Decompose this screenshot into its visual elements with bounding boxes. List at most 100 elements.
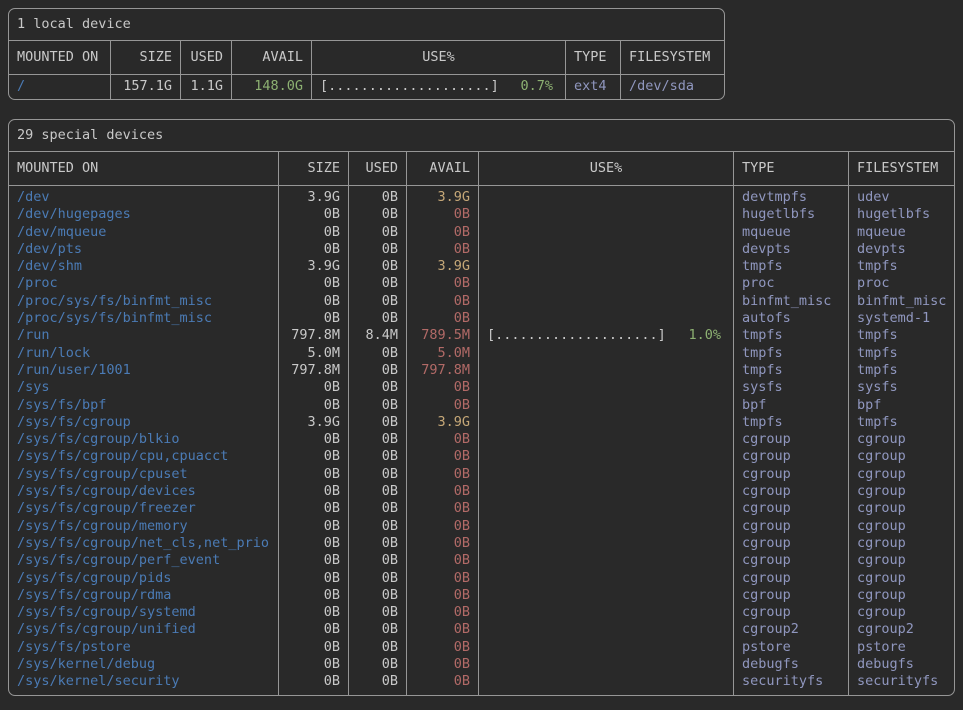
cell-type: cgroup	[733, 431, 848, 449]
cell-avail: 3.9G	[406, 413, 478, 432]
cell-mounted: /sys/fs/cgroup/pids	[17, 569, 172, 586]
cell-used: 0B	[348, 448, 406, 466]
cell-mounted: /sys/fs/cgroup/blkio	[17, 431, 180, 448]
filesystem-row: /run/user/1001 797.8M 0B 797.8M tmpfs tmpfs	[9, 361, 954, 380]
cell-filesystem: tmpfs	[848, 413, 954, 432]
cell-size: 3.9G	[278, 413, 348, 432]
filesystem-row: /dev/pts 0B 0B 0B devpts devpts	[9, 240, 954, 259]
filesystem-row: /dev/shm 3.9G 0B 3.9G tmpfs tmpfs	[9, 258, 954, 276]
cell-size: 0B	[278, 483, 348, 501]
cell-used: 0B	[348, 621, 406, 639]
cell-used: 0B	[348, 258, 406, 276]
column-header-avail: AVAIL	[231, 41, 311, 74]
cell-mounted: /	[17, 78, 26, 94]
table-body: / 157.1G 1.1G 148.0G [....................] 0…	[9, 75, 724, 99]
filesystem-row: /sys/kernel/security 0B 0B 0B securityfs sec…	[9, 673, 954, 695]
usage-bar-cell	[478, 621, 733, 639]
cell-size: 3.9G	[278, 186, 348, 207]
cell-size: 0B	[278, 534, 348, 553]
filesystem-row: /sys/fs/bpf 0B 0B 0B bpf bpf	[9, 396, 954, 414]
filesystem-row: /dev/hugepages 0B 0B 0B hugetlbfs hugetlbfs	[9, 206, 954, 224]
usage-bar-cell	[478, 465, 733, 484]
cell-type: cgroup	[733, 500, 848, 518]
cell-used: 0B	[348, 379, 406, 397]
cell-filesystem: udev	[848, 186, 954, 207]
cell-used: 0B	[348, 569, 406, 587]
cell-type: cgroup	[733, 448, 848, 466]
cell-avail: 0B	[406, 310, 478, 328]
cell-used: 1.1G	[180, 75, 231, 99]
cell-size: 0B	[278, 431, 348, 449]
cell-avail: 0B	[406, 465, 478, 484]
cell-filesystem: tmpfs	[848, 327, 954, 345]
cell-avail: 0B	[406, 206, 478, 224]
filesystem-row: /sys/fs/cgroup/unified 0B 0B 0B cgroup2 cgro…	[9, 621, 954, 639]
usage-bar-cell	[478, 517, 733, 535]
cell-size: 0B	[278, 673, 348, 695]
cell-used: 0B	[348, 431, 406, 449]
usage-bar: [....................]	[487, 327, 666, 344]
cell-filesystem: cgroup	[848, 586, 954, 605]
cell-filesystem: mqueue	[848, 223, 954, 241]
filesystem-row: /sys/fs/cgroup/cpuset 0B 0B 0B cgroup cgroup	[9, 465, 954, 484]
usage-percent: 0.7%	[520, 78, 553, 94]
filesystem-row: /dev 3.9G 0B 3.9G devtmpfs udev	[9, 186, 954, 207]
filesystem-row: /sys/fs/cgroup/systemd 0B 0B 0B cgroup cgrou…	[9, 604, 954, 622]
cell-mounted: /sys/kernel/debug	[17, 656, 156, 673]
usage-percent: 1.0%	[688, 327, 721, 344]
cell-filesystem: cgroup2	[848, 621, 954, 639]
filesystem-row: /sys 0B 0B 0B sysfs sysfs	[9, 379, 954, 397]
cell-avail: 0B	[406, 275, 478, 293]
cell-type: tmpfs	[733, 344, 848, 362]
cell-avail: 0B	[406, 240, 478, 259]
cell-filesystem: securityfs	[848, 673, 954, 695]
column-header-size: SIZE	[278, 152, 348, 185]
cell-size: 797.8M	[278, 361, 348, 380]
cell-avail: 0B	[406, 586, 478, 605]
column-header-filesystem: FILESYSTEM	[848, 152, 954, 185]
cell-filesystem: sysfs	[848, 379, 954, 397]
cell-used: 0B	[348, 186, 406, 207]
cell-filesystem: pstore	[848, 638, 954, 657]
cell-filesystem: systemd-1	[848, 310, 954, 328]
cell-size: 3.9G	[278, 258, 348, 276]
cell-mounted: /sys/fs/cgroup/cpuset	[17, 465, 188, 482]
cell-avail: 3.9G	[406, 258, 478, 276]
cell-mounted: /sys/fs/cgroup/perf_event	[17, 552, 221, 569]
cell-used: 0B	[348, 483, 406, 501]
usage-bar-cell	[478, 186, 733, 207]
column-header-avail: AVAIL	[406, 152, 478, 185]
cell-avail: 0B	[406, 638, 478, 657]
cell-mounted: /sys/fs/cgroup/freezer	[17, 500, 196, 517]
cell-filesystem: cgroup	[848, 534, 954, 553]
cell-avail: 0B	[406, 604, 478, 622]
cell-used: 8.4M	[348, 327, 406, 345]
cell-avail: 148.0G	[231, 75, 311, 99]
cell-mounted: /sys/kernel/security	[17, 673, 180, 690]
cell-mounted: /sys/fs/bpf	[17, 396, 107, 413]
usage-bar-cell	[478, 483, 733, 501]
table-title: 29 special devices	[9, 120, 954, 152]
cell-size: 0B	[278, 604, 348, 622]
filesystem-row: /sys/fs/cgroup/cpu,cpuacct 0B 0B 0B cgroup c…	[9, 448, 954, 466]
usage-bar-cell	[478, 292, 733, 311]
cell-size: 0B	[278, 586, 348, 605]
usage-bar-cell	[478, 586, 733, 605]
usage-bar-cell	[478, 344, 733, 362]
cell-mounted: /sys/fs/cgroup/rdma	[17, 586, 172, 603]
filesystem-row: /run 797.8M 8.4M 789.5M [...................…	[9, 327, 954, 345]
cell-type: tmpfs	[733, 413, 848, 432]
cell-type: autofs	[733, 310, 848, 328]
cell-type: cgroup	[733, 465, 848, 484]
column-header-use: USE%	[478, 152, 733, 185]
column-header-mounted: MOUNTED ON	[17, 160, 99, 176]
filesystem-row: /run/lock 5.0M 0B 5.0M tmpfs tmpfs	[9, 344, 954, 362]
usage-bar-cell	[478, 656, 733, 674]
cell-used: 0B	[348, 500, 406, 518]
cell-type: hugetlbfs	[733, 206, 848, 224]
cell-avail: 0B	[406, 517, 478, 535]
cell-mounted: /sys/fs/cgroup/net_cls,net_prio	[17, 534, 269, 551]
cell-mounted: /sys	[17, 379, 50, 396]
cell-filesystem: proc	[848, 275, 954, 293]
usage-bar-cell	[478, 206, 733, 224]
